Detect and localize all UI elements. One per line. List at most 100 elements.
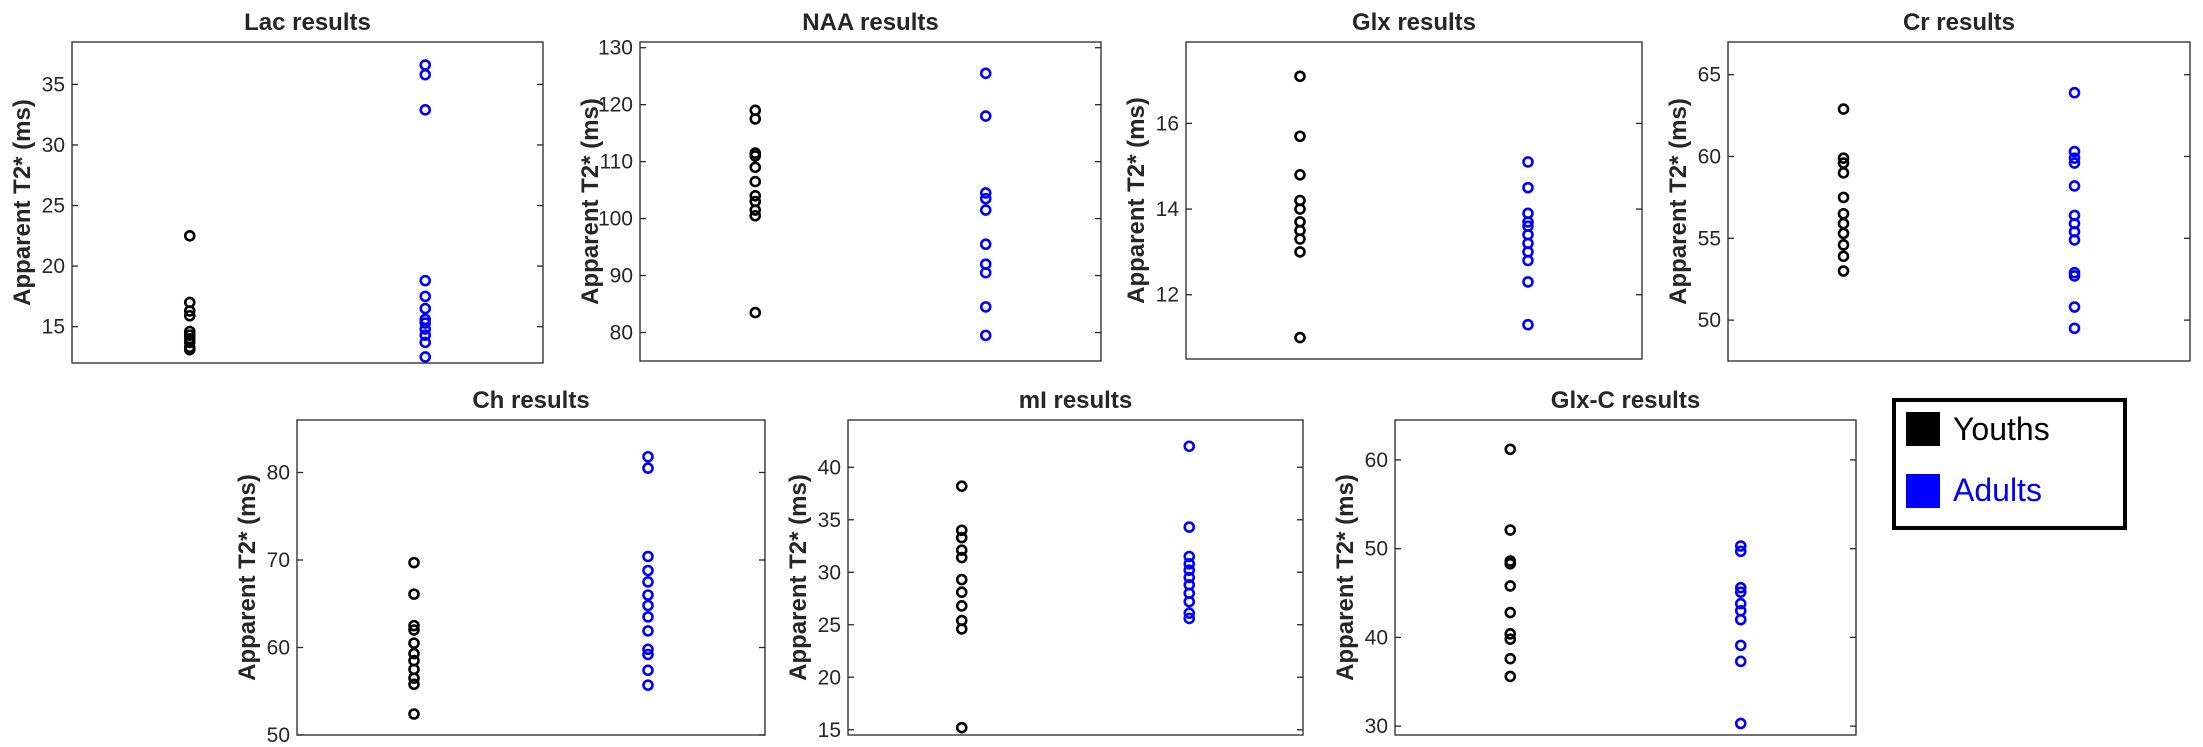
data-point-adults xyxy=(1522,276,1534,288)
data-point-adults xyxy=(419,351,432,363)
data-point-adults xyxy=(1522,156,1534,168)
data-point-adults xyxy=(1734,540,1747,552)
data-point-adults xyxy=(1734,581,1747,594)
data-point-youths xyxy=(408,647,420,660)
data-point-youths xyxy=(1294,168,1306,181)
data-point-adults xyxy=(419,317,432,329)
data-point-youths xyxy=(1837,227,1850,240)
data-point-youths xyxy=(1837,239,1850,251)
y-axis-label: Apparent T2* (ms) xyxy=(577,98,604,305)
chart-title: Lac results xyxy=(244,9,371,36)
data-point-adults xyxy=(642,576,654,588)
data-point-youths xyxy=(955,600,968,612)
data-point-adults xyxy=(979,67,992,80)
chart-title: Glx results xyxy=(1352,9,1476,36)
data-point-youths xyxy=(1294,331,1306,344)
data-point-adults xyxy=(642,625,654,637)
y-tick-label: 30 xyxy=(42,134,65,157)
data-point-adults xyxy=(979,238,992,251)
data-point-adults xyxy=(1522,181,1534,194)
data-point-adults xyxy=(2068,234,2081,246)
data-point-adults xyxy=(642,611,654,623)
y-tick-label: 50 xyxy=(267,724,290,747)
data-point-adults xyxy=(1183,612,1196,625)
y-tick-label: 35 xyxy=(42,73,65,96)
data-point-youths xyxy=(1837,265,1850,277)
chart-panel: 15 20 25 30 35 Lac results Apparent T2* (ms) xyxy=(9,9,544,364)
chart-panel: 15 20 25 30 35 40 mI results Apparent T2* (ms) xyxy=(785,387,1304,742)
y-tick-label: 55 xyxy=(1698,227,1721,250)
y-tick-label: 20 xyxy=(42,255,65,278)
y-tick-label: 12 xyxy=(1156,284,1179,307)
data-point-youths xyxy=(1504,633,1517,645)
y-tick-label: 110 xyxy=(600,151,633,174)
y-axis-label: Apparent T2* (ms) xyxy=(234,474,261,681)
data-point-adults xyxy=(419,329,432,341)
data-point-adults xyxy=(1183,550,1196,563)
data-point-adults xyxy=(419,290,432,303)
plot-area xyxy=(1394,419,1857,736)
y-tick-label: 15 xyxy=(42,316,65,339)
data-point-adults xyxy=(642,679,654,691)
data-point-adults xyxy=(642,589,654,601)
y-tick-label: 80 xyxy=(267,462,290,485)
data-point-adults xyxy=(419,68,432,81)
y-axis-label: Apparent T2* (ms) xyxy=(1332,474,1359,681)
data-point-youths xyxy=(955,544,968,557)
y-tick-label: 30 xyxy=(1365,715,1388,738)
y-tick-label: 50 xyxy=(1698,309,1721,332)
chart-panel: 12 14 16 Glx results Apparent T2* (ms) xyxy=(1123,9,1643,360)
data-point-youths xyxy=(955,623,968,635)
y-tick-label: 100 xyxy=(598,208,633,231)
data-point-adults xyxy=(642,564,654,577)
y-tick-label: 40 xyxy=(818,456,841,479)
data-point-youths xyxy=(1837,191,1850,204)
data-point-adults xyxy=(1522,254,1534,267)
data-point-adults xyxy=(1734,586,1747,598)
data-point-adults xyxy=(1183,558,1196,570)
data-point-adults xyxy=(1734,717,1747,730)
data-point-youths xyxy=(183,230,196,242)
data-point-adults xyxy=(2068,86,2081,99)
y-tick-label: 16 xyxy=(1156,112,1179,135)
data-point-youths xyxy=(1294,130,1306,143)
data-point-adults xyxy=(1734,545,1747,558)
data-point-adults xyxy=(642,462,654,474)
data-point-adults xyxy=(1734,639,1747,652)
data-point-youths xyxy=(408,624,420,636)
data-point-adults xyxy=(419,336,432,349)
data-point-youths xyxy=(955,721,968,734)
chart-title: NAA results xyxy=(802,9,938,36)
y-tick-label: 25 xyxy=(42,195,65,218)
y-axis-label: Apparent T2* (ms) xyxy=(1665,98,1692,305)
data-point-adults xyxy=(1522,318,1534,331)
plot-area xyxy=(296,419,766,736)
legend-swatch-youths xyxy=(1906,412,1940,446)
chart-title: Cr results xyxy=(1903,9,2015,36)
data-point-adults xyxy=(979,266,992,279)
data-point-youths xyxy=(1504,628,1517,640)
y-tick-label: 30 xyxy=(818,561,841,584)
data-point-adults xyxy=(2068,180,2081,192)
data-point-youths xyxy=(1504,606,1517,619)
data-point-youths xyxy=(1504,652,1517,665)
data-point-youths xyxy=(408,637,420,649)
data-point-adults xyxy=(1183,564,1196,576)
data-point-adults xyxy=(979,192,992,205)
y-tick-label: 50 xyxy=(1365,538,1388,561)
data-point-youths xyxy=(1504,580,1517,592)
data-point-adults xyxy=(1734,597,1747,610)
plot-area xyxy=(847,419,1304,736)
data-point-adults xyxy=(642,450,654,463)
data-point-youths xyxy=(749,161,762,174)
data-point-adults xyxy=(642,643,654,656)
data-point-youths xyxy=(955,586,968,599)
data-point-youths xyxy=(1837,103,1850,115)
data-point-youths xyxy=(1504,557,1517,570)
data-point-youths xyxy=(955,531,968,544)
y-axis-label: Apparent T2* (ms) xyxy=(785,474,812,681)
data-point-adults xyxy=(419,323,432,335)
data-point-adults xyxy=(1183,571,1196,584)
data-point-youths xyxy=(955,551,968,564)
data-point-youths xyxy=(408,672,420,684)
